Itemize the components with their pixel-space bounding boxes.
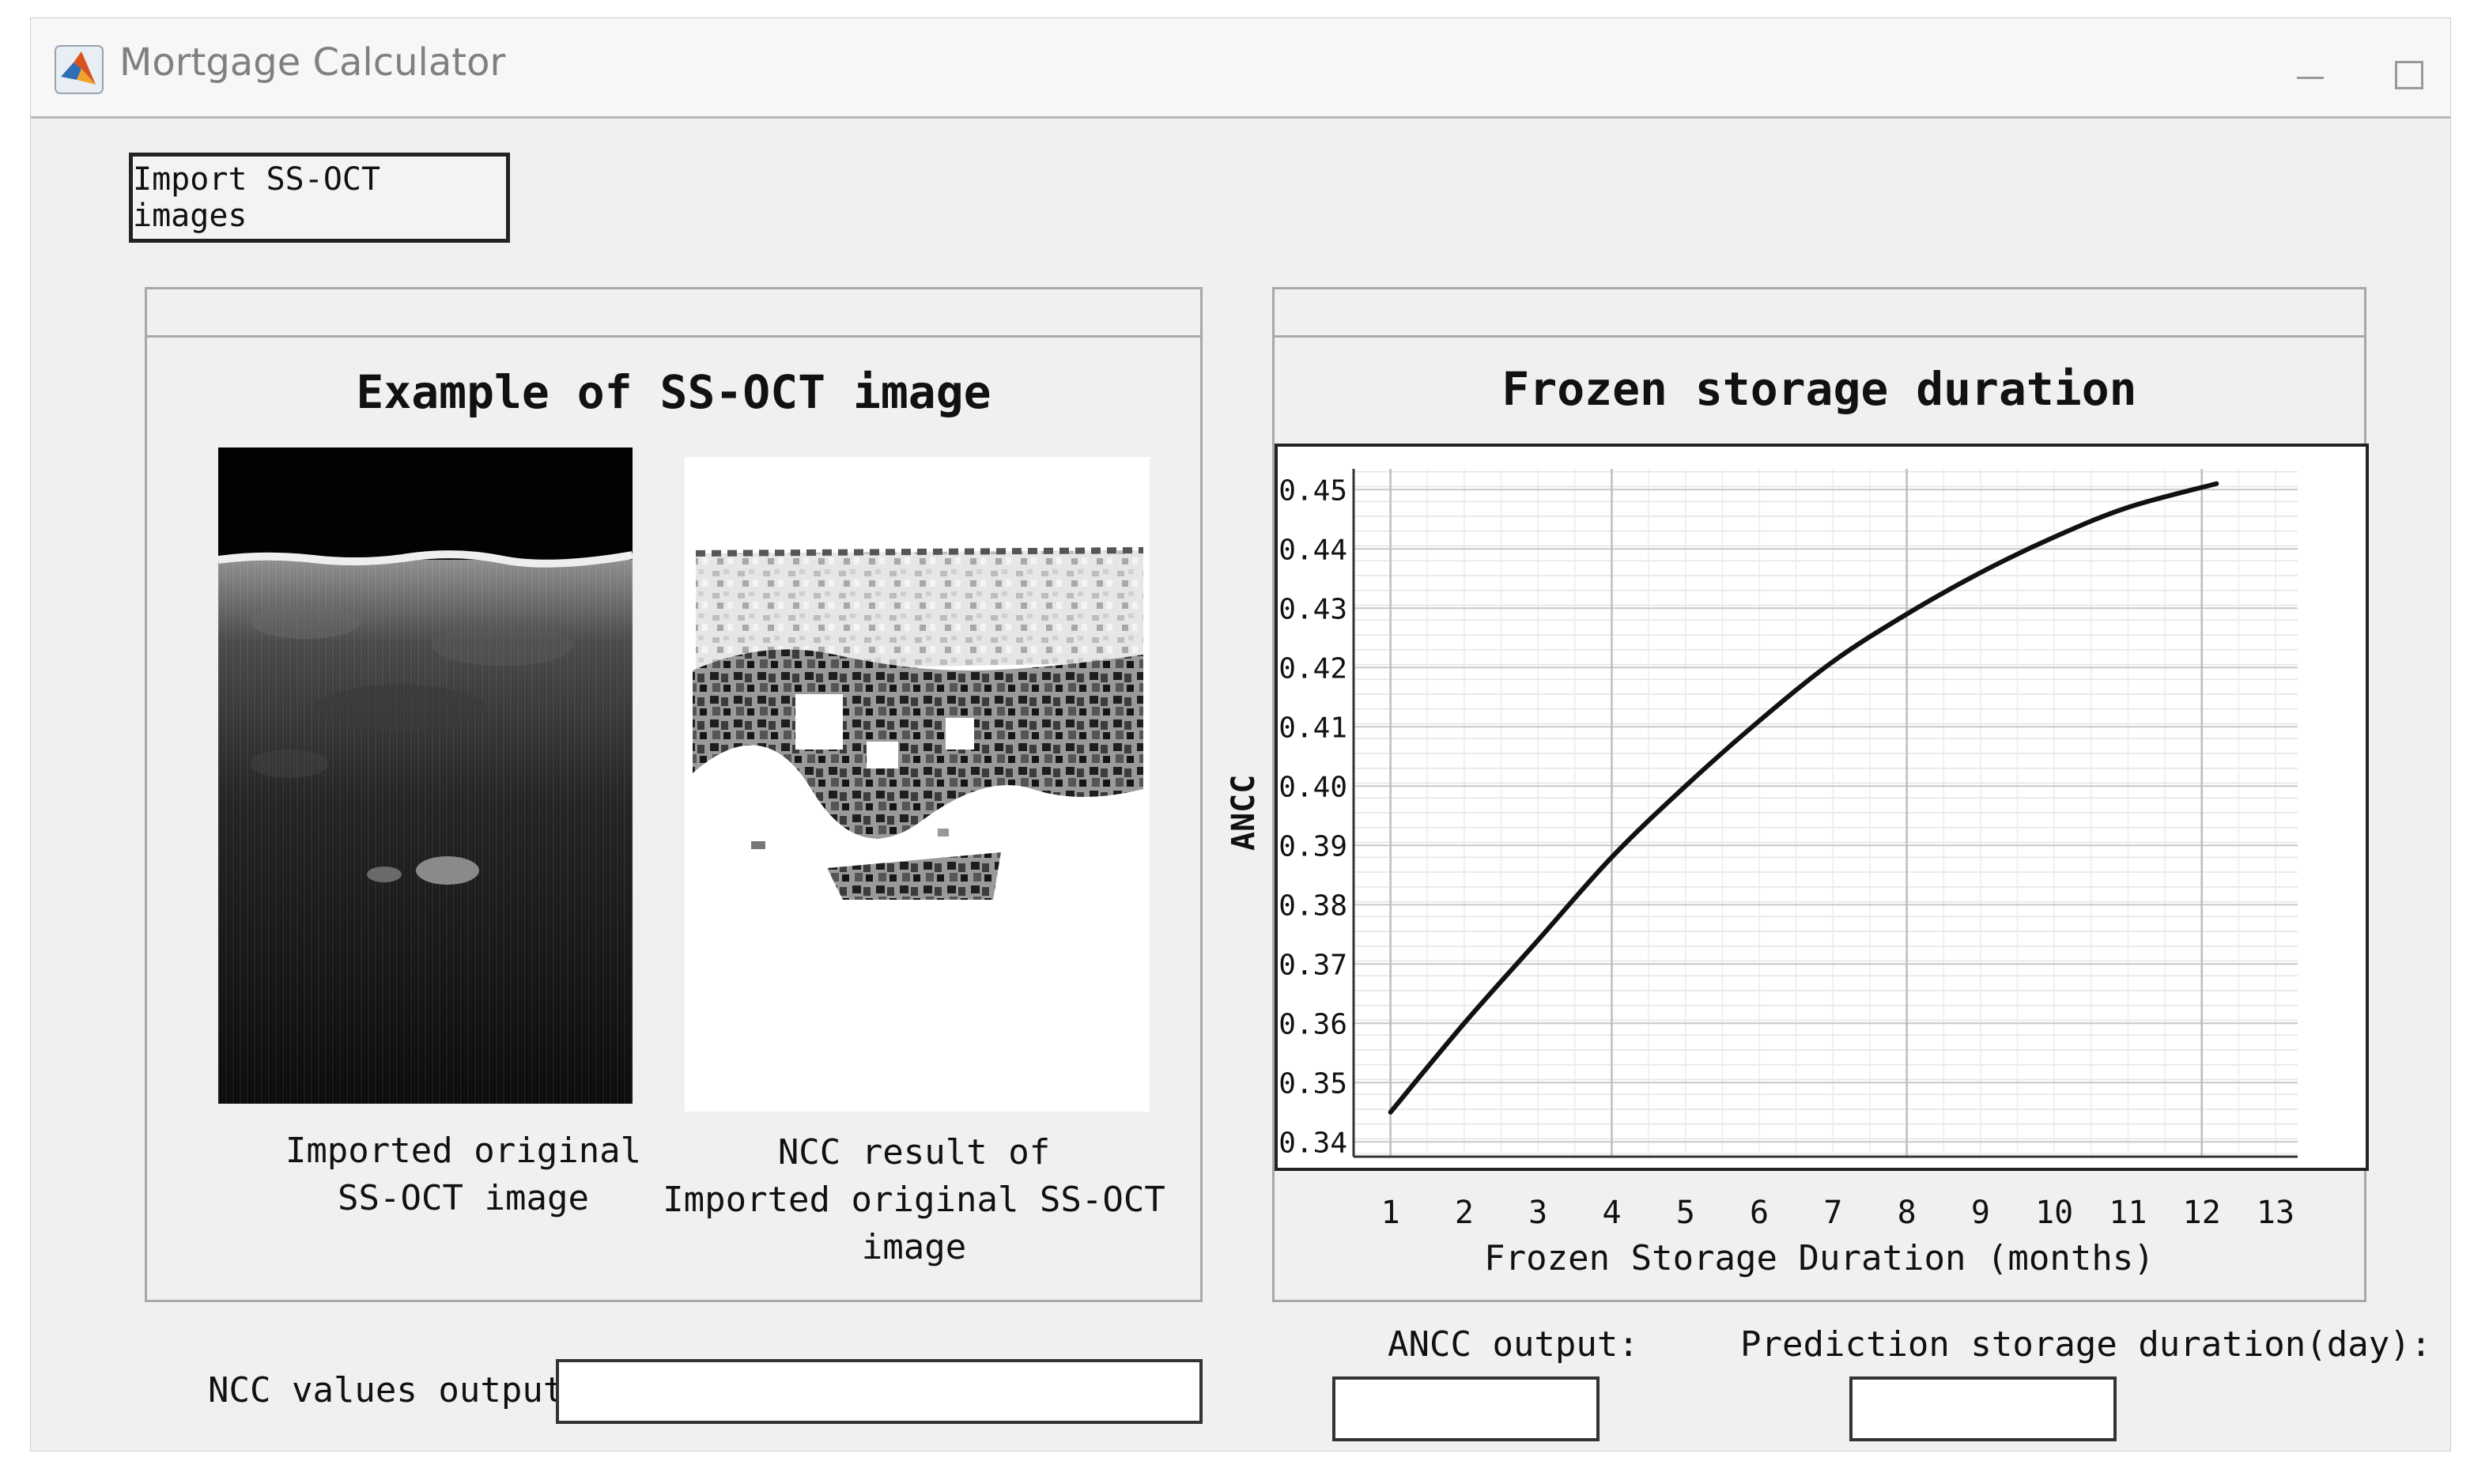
import-ss-oct-button[interactable]: Import SS-OCT images [129,153,510,243]
ncc-image-caption: NCC result of Imported original SS-OCT i… [637,1129,1191,1271]
x-tick-label: 1 [1380,1195,1400,1231]
y-tick-label: 0.34 [1278,1127,1347,1159]
y-tick-label: 0.37 [1278,949,1347,981]
ancc-output-label: ANCC output: [1388,1324,1639,1365]
x-tick-label: 10 [2035,1195,2074,1231]
panel-header-strip [147,289,1200,338]
y-tick-label: 0.43 [1278,593,1347,625]
chart-panel-title: Frozen storage duration [1501,362,2137,416]
y-tick-label: 0.44 [1278,534,1347,566]
y-tick-label: 0.39 [1278,830,1347,863]
x-axis-ticks: 1 2 3 4 5 6 7 8 9 10 11 12 13 [1275,1195,2369,1242]
x-tick-label: 6 [1750,1195,1769,1231]
x-tick-label: 13 [2256,1195,2295,1231]
matlab-logo-icon [55,45,104,94]
x-tick-label: 7 [1823,1195,1843,1231]
x-tick-label: 3 [1528,1195,1548,1231]
ncc-output-label: NCC values output: [208,1370,585,1410]
window-title: Mortgage Calculator [119,40,506,85]
panel-header-strip [1275,289,2364,338]
original-image-caption: Imported original SS-OCT image [258,1127,669,1222]
prediction-output-label: Prediction storage duration(day): [1740,1324,2432,1365]
x-tick-label: 12 [2182,1195,2221,1231]
image-panel-title: Example of SS-OCT image [356,365,991,419]
image-panel: Example of SS-OCT image [145,287,1203,1302]
y-axis-label: ANCC [1226,774,1262,851]
ancc-line-chart: 0.34 0.35 0.36 0.37 0.38 0.39 0.40 0.41 0.42 0.43… [1278,469,2298,1159]
x-tick-label: 2 [1454,1195,1474,1231]
x-tick-label: 4 [1602,1195,1622,1231]
ancc-output-field[interactable] [1332,1376,1600,1441]
prediction-output-field[interactable] [1849,1376,2117,1441]
x-tick-label: 11 [2109,1195,2147,1231]
y-tick-label: 0.38 [1278,889,1347,922]
y-tick-label: 0.40 [1278,771,1347,803]
minimize-icon[interactable] [2292,50,2328,86]
y-tick-label: 0.45 [1278,474,1347,507]
ancc-series-line [1388,481,2219,1115]
ncc-caption-line1: NCC result of [777,1132,1051,1172]
x-tick-label: 5 [1675,1195,1695,1231]
title-bar: Mortgage Calculator [31,18,2450,119]
app-window: Mortgage Calculator Import SS-OCT images… [30,17,2451,1452]
y-tick-label: 0.41 [1278,712,1347,744]
chart-area: 0.34 0.35 0.36 0.37 0.38 0.39 0.40 0.41 0.42 0.43… [1275,444,2369,1171]
y-tick-label: 0.35 [1278,1067,1347,1100]
original-caption-line2: SS-OCT image [338,1178,589,1218]
y-tick-label: 0.42 [1278,652,1347,685]
maximize-icon[interactable] [2395,61,2423,89]
ncc-caption-line2: Imported original SS-OCT image [663,1180,1165,1267]
ncc-output-field[interactable] [556,1359,1203,1424]
original-oct-image [218,447,633,1104]
chart-panel: Frozen storage duration 0.34 0.35 0.36 0.37… [1226,287,2369,1302]
original-caption-line1: Imported original [285,1131,642,1171]
ncc-result-image [685,457,1150,1112]
x-tick-label: 8 [1897,1195,1917,1231]
x-tick-label: 9 [1970,1195,1990,1231]
y-tick-label: 0.36 [1278,1008,1347,1040]
x-axis-label: Frozen Storage Duration (months) [1484,1238,2155,1278]
